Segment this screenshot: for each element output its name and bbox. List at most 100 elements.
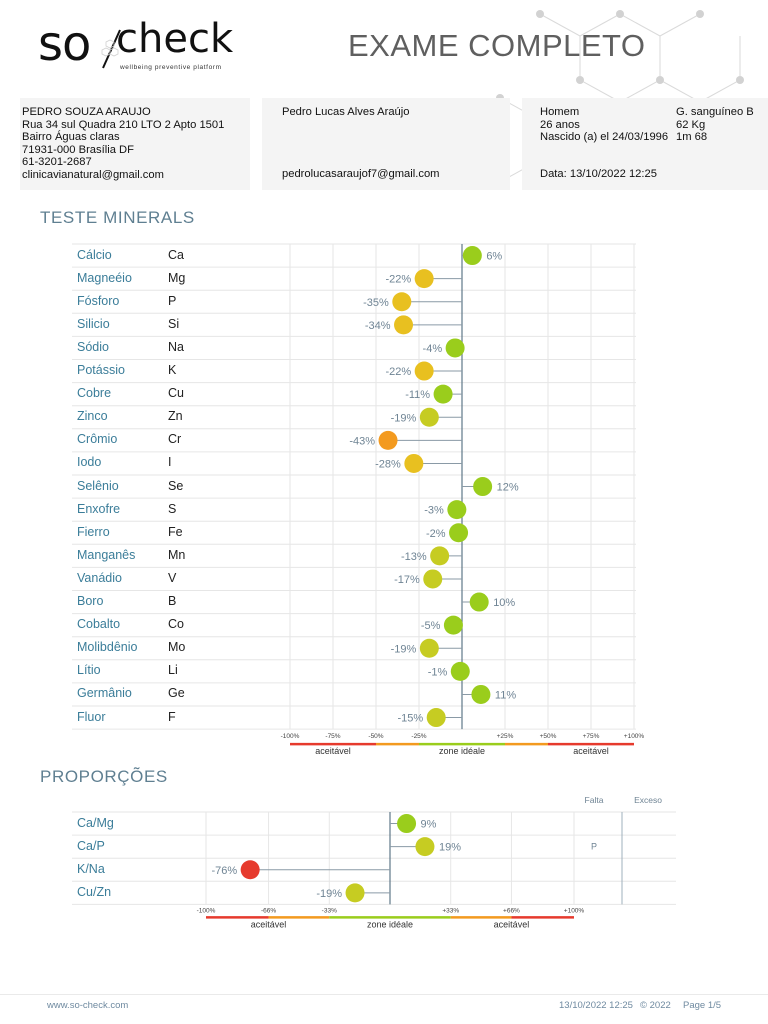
mineral-symbol: Na (168, 339, 184, 354)
mineral-name: Cobre (77, 386, 112, 401)
mineral-name: Manganês (77, 547, 136, 562)
proportions-axis-tick-label: +100% (564, 907, 585, 914)
logo-so-text: so (38, 16, 91, 72)
patient-weight: 62 Kg (676, 118, 706, 131)
minerals-axis-tick-label: +75% (583, 733, 600, 740)
mineral-symbol: P (168, 293, 177, 308)
mineral-name: Fierro (77, 524, 110, 539)
mineral-name: Boro (77, 594, 104, 609)
mineral-value-dot (414, 269, 434, 289)
mineral-value-label: -19% (391, 412, 417, 424)
mineral-value-label: -22% (385, 366, 411, 378)
clinic-address-line-3: 71931-000 Brasília DF (22, 143, 134, 156)
mineral-value-label: -17% (394, 574, 420, 586)
mineral-name: Magneéio (77, 270, 132, 285)
mineral-name: Vanádio (77, 570, 122, 585)
clinic-name: PEDRO SOUZA ARAUJO (22, 106, 151, 118)
logo-check-text: check (116, 16, 234, 62)
minerals-axis-tick-label: -75% (325, 733, 340, 740)
minerals-axis-tick-label: -25% (411, 733, 426, 740)
mineral-value-dot (473, 477, 493, 497)
mineral-symbol: Cr (168, 432, 182, 447)
minerals-zone-label-left: aceitável (315, 746, 351, 756)
mineral-symbol: Zn (168, 409, 183, 424)
proportions-axis-tick-label: +33% (442, 907, 459, 914)
minerals-zone-label-center: zone idéale (439, 746, 485, 756)
mineral-value-label: -28% (375, 458, 401, 470)
patient-info-box: Pedro Lucas Alves Araújo pedrolucasarauj… (262, 98, 510, 190)
patient-details-box: Homem G. sanguíneo B 26 anos 62 Kg Nascido… (522, 98, 768, 190)
mineral-value-label: -35% (363, 297, 389, 309)
footer-page-number: Page 1/5 (683, 1000, 722, 1011)
logo-hexagon-slash-icon (101, 29, 121, 69)
exam-date: Data: 13/10/2022 12:25 (540, 168, 657, 180)
footer-copyright: © 2022 (640, 1000, 671, 1011)
mineral-value-dot (430, 546, 450, 566)
mineral-symbol: Ge (168, 686, 185, 701)
patient-name: Pedro Lucas Alves Araújo (282, 106, 410, 118)
mineral-value-label: -15% (398, 713, 424, 725)
patient-email: pedrolucasaraujof7@gmail.com (282, 168, 440, 180)
minerals-axis-tick-label: -100% (281, 733, 300, 740)
proportion-name: K/Na (77, 861, 105, 876)
mineral-value-label: -5% (421, 620, 441, 632)
mineral-value-label: -19% (391, 643, 417, 655)
minerals-axis-tick-label: +50% (540, 733, 557, 740)
mineral-name: Germânio (77, 686, 132, 701)
mineral-value-label: 6% (486, 251, 502, 263)
proportion-value-dot (345, 883, 365, 903)
proportion-falta-value: P (591, 842, 597, 852)
mineral-value-dot (433, 384, 453, 404)
page-title: EXAME COMPLETO (348, 28, 646, 63)
proportions-axis-tick-label: +66% (503, 907, 520, 914)
mineral-value-dot (419, 407, 439, 427)
proportions-falta-header: Falta (585, 795, 604, 805)
proportion-value-dot (415, 837, 435, 857)
mineral-symbol: Mn (168, 547, 186, 562)
mineral-value-dot (443, 615, 463, 635)
mineral-value-dot (394, 315, 414, 335)
minerals-zone-label-right: aceitável (573, 746, 609, 756)
minerals-section-title: TESTE MINERALS (40, 208, 195, 227)
clinic-address-line-2: Bairro Águas claras (22, 131, 120, 144)
so-check-logo: so check wellbeing preventive platform (38, 16, 248, 80)
proportions-axis-tick-label: -100% (197, 907, 216, 914)
mineral-symbol: B (168, 594, 177, 609)
proportion-value-label: -76% (211, 865, 237, 877)
mineral-name: Lítio (77, 663, 101, 678)
mineral-value-label: 12% (497, 482, 519, 494)
mineral-value-label: -4% (423, 343, 443, 355)
mineral-value-dot (419, 638, 439, 658)
mineral-value-dot (462, 246, 482, 266)
mineral-value-dot (392, 292, 412, 312)
proportions-axis-tick-label: -66% (261, 907, 276, 914)
mineral-name: Fósforo (77, 293, 120, 308)
mineral-name: Cálcio (77, 247, 112, 262)
patient-height: 1m 68 (676, 131, 708, 144)
mineral-value-label: 10% (493, 597, 515, 609)
mineral-symbol: I (168, 455, 172, 470)
clinic-info-box: PEDRO SOUZA ARAUJO Rua 34 sul Quadra 210… (20, 98, 250, 190)
patient-birth: Nascido (a) el 24/03/1996 (540, 131, 669, 144)
mineral-symbol: Si (168, 316, 180, 331)
logo-tagline: wellbeing preventive platform (120, 64, 222, 71)
proportions-zone-label-left: aceitável (251, 919, 287, 929)
patient-blood-type: G. sanguíneo B (676, 106, 754, 118)
minerals-axis-tick-label: +100% (624, 733, 645, 740)
mineral-value-label: -13% (401, 551, 427, 563)
mineral-value-label: -22% (385, 274, 411, 286)
mineral-symbol: Se (168, 478, 184, 493)
mineral-value-dot (423, 569, 443, 589)
mineral-value-label: -43% (349, 435, 375, 447)
mineral-name: Zinco (77, 409, 108, 424)
mineral-symbol: Fe (168, 524, 183, 539)
footer-url-link[interactable]: www.so-check.com (47, 1000, 129, 1011)
minerals-axis-tick-label: -50% (368, 733, 383, 740)
mineral-name: Molibdênio (77, 640, 138, 655)
clinic-email: clinicavianatural@gmail.com (22, 168, 164, 181)
proportions-excesso-header: Exceso (634, 795, 662, 805)
mineral-name: Crômio (77, 432, 118, 447)
mineral-name: Enxofre (77, 501, 121, 516)
mineral-value-label: -34% (365, 320, 391, 332)
mineral-name: Cobalto (77, 617, 121, 632)
